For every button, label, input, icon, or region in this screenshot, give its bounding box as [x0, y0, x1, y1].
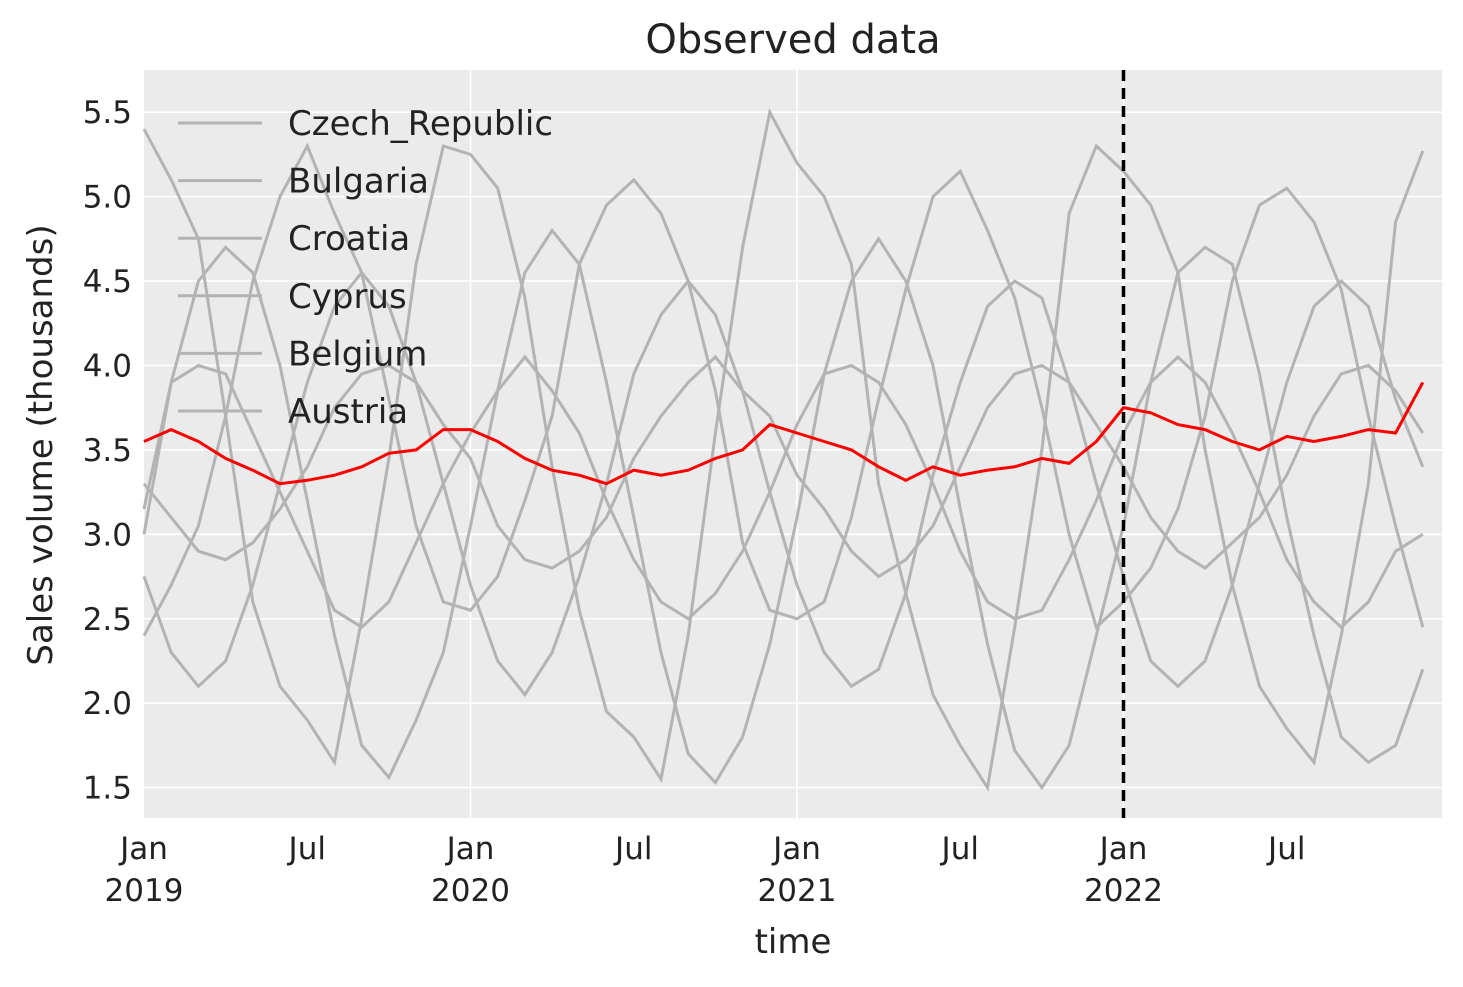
legend-label: Bulgaria — [288, 162, 429, 202]
x-axis-label: time — [755, 922, 832, 962]
x-tick-label: Jan — [771, 831, 821, 867]
y-tick-label: 2.0 — [83, 686, 132, 722]
series-line-croatia — [142, 227, 1425, 791]
legend-label: Croatia — [288, 219, 410, 259]
legend-label: Czech_Republic — [288, 104, 553, 144]
y-tick-label: 5.5 — [83, 95, 132, 131]
series-line-cyprus — [142, 354, 1425, 579]
y-tick-label: 3.0 — [83, 517, 132, 553]
x-tick-label: Jul — [613, 831, 652, 867]
legend: Czech_Republic Bulgaria Croatia Cyprus Belgi… — [178, 104, 553, 432]
x-tick-label: Jan — [445, 831, 495, 867]
legend-label: Austria — [288, 392, 408, 432]
x-tick-year-label: 2021 — [758, 873, 837, 909]
series-line-belgium — [142, 354, 1424, 630]
highlight-series-line — [143, 381, 1425, 486]
x-tick-year-label: 2019 — [105, 873, 184, 909]
series-group — [142, 107, 1425, 792]
x-tick-label: Jul — [1266, 831, 1305, 867]
x-tick-labels: Jan 2019 Jul Jan 2020 Jul Jan 2021 Jul Jan 2022 Jul — [105, 831, 1306, 909]
y-tick-label: 4.5 — [83, 264, 132, 300]
plot-background — [144, 70, 1442, 818]
chart-title: Observed data — [645, 17, 940, 63]
y-tick-label: 4.0 — [83, 348, 132, 384]
x-tick-year-label: 2022 — [1084, 873, 1163, 909]
x-tick-label: Jan — [118, 831, 168, 867]
y-tick-label: 5.0 — [83, 180, 132, 216]
x-tick-label: Jan — [1098, 831, 1148, 867]
series-line-austria — [142, 270, 1425, 698]
legend-label: Belgium — [288, 334, 427, 374]
y-tick-label: 1.5 — [83, 771, 132, 807]
y-tick-label: 2.5 — [83, 602, 132, 638]
series-line-czech-republic — [142, 107, 1425, 792]
x-tick-year-label: 2020 — [431, 873, 510, 909]
x-tick-label: Jul — [287, 831, 326, 867]
y-axis-label: Sales volume (thousands) — [21, 224, 61, 665]
y-tick-labels: 1.5 2.0 2.5 3.0 3.5 4.0 4.5 5.0 5.5 — [83, 95, 132, 806]
x-tick-label: Jul — [940, 831, 979, 867]
legend-label: Cyprus — [288, 277, 407, 317]
y-tick-label: 3.5 — [83, 433, 132, 469]
